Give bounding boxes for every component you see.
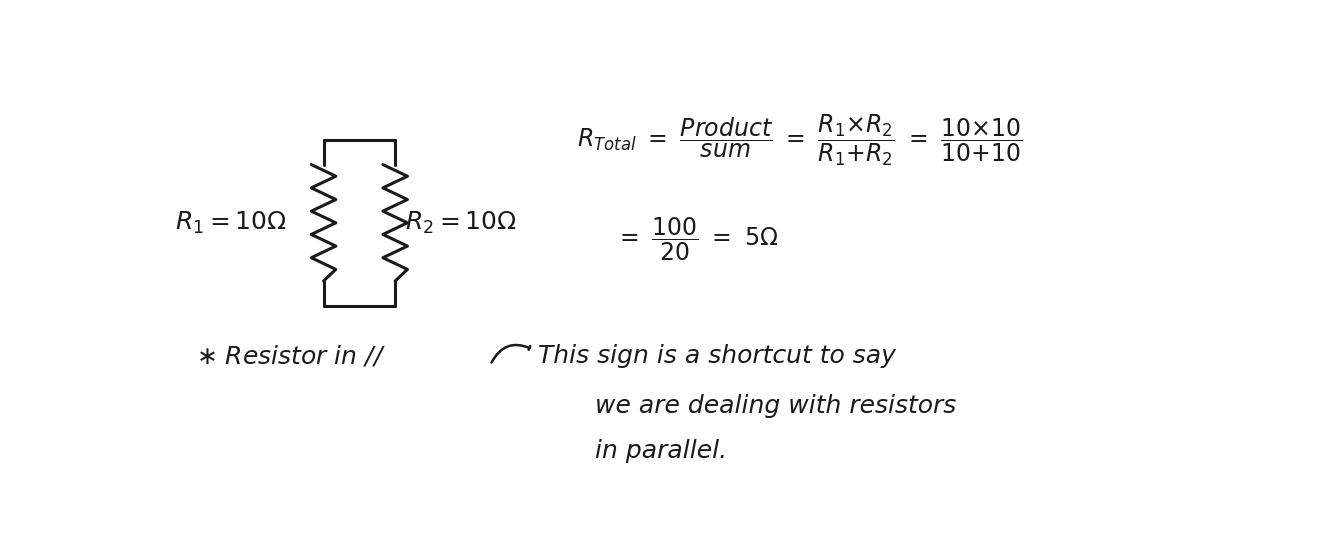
Text: $R_2=10\Omega$: $R_2=10\Omega$: [405, 210, 517, 236]
Text: This sign is a shortcut to say: This sign is a shortcut to say: [539, 344, 896, 368]
Text: $R_{Total}\ =\ \dfrac{Product}{sum}\ =\ \dfrac{R_1{\times}R_2}{R_1{+}R_2}\ =\ \d: $R_{Total}\ =\ \dfrac{Product}{sum}\ =\ …: [577, 112, 1022, 167]
Text: in parallel.: in parallel.: [594, 440, 727, 463]
Text: $\ast$ Resistor in //: $\ast$ Resistor in //: [195, 343, 385, 368]
Text: $R_1=10\Omega$: $R_1=10\Omega$: [176, 210, 288, 236]
Text: we are dealing with resistors: we are dealing with resistors: [594, 394, 956, 418]
Text: $=\ \dfrac{100}{20}\ =\ 5\Omega$: $=\ \dfrac{100}{20}\ =\ 5\Omega$: [615, 216, 779, 263]
